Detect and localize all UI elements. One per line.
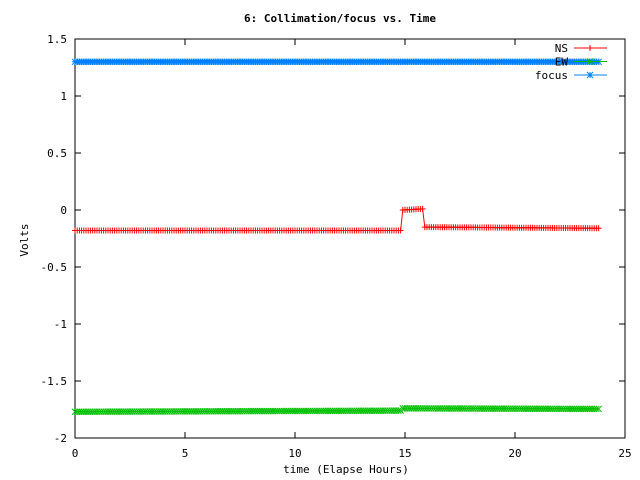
legend-label: NS [555,42,568,55]
y-tick-label: 0 [60,204,67,217]
x-tick-label: 15 [398,447,411,460]
legend-swatch-marker [586,71,594,79]
series-ns [72,205,602,234]
x-tick-label: 25 [618,447,631,460]
y-tick-label: -1.5 [41,375,68,388]
series-focus [71,58,602,66]
y-tick-label: -1 [54,318,67,331]
data-point [595,225,602,232]
y-tick-label: 0.5 [47,147,67,160]
plot-frame [74,38,626,439]
legend-item-ew: EW [555,56,607,69]
y-tick-label: -0.5 [41,261,68,274]
x-tick-label: 0 [72,447,79,460]
x-tick-label: 5 [182,447,189,460]
data-point [397,227,404,234]
chart-title: 6: Collimation/focus vs. Time [244,12,436,25]
y-axis-label: Volts [18,223,31,256]
data-point [395,407,402,415]
x-tick-label: 10 [288,447,301,460]
legend-swatch-marker [587,45,593,51]
legend-label: EW [555,56,569,69]
axis-ticks: 0 5 10 15 20 25 1.5 1 0.5 0 -0.5 -1 -1.5 -2 [41,33,632,460]
y-tick-label: 1.5 [47,33,67,46]
data-point [593,405,600,413]
x-tick-label: 20 [508,447,521,460]
y-tick-label: 1 [60,90,67,103]
legend-item-focus: focus [535,69,607,82]
y-tick-label: -2 [54,432,67,445]
data-point [595,405,602,413]
legend-swatch-marker [586,58,594,65]
x-axis-label: time (Elapse Hours) [283,463,409,476]
legend-label: focus [535,69,568,82]
series-ew [71,405,602,416]
series-layer [71,58,602,416]
data-point [419,205,426,212]
legend-item-ns: NS [555,42,607,55]
